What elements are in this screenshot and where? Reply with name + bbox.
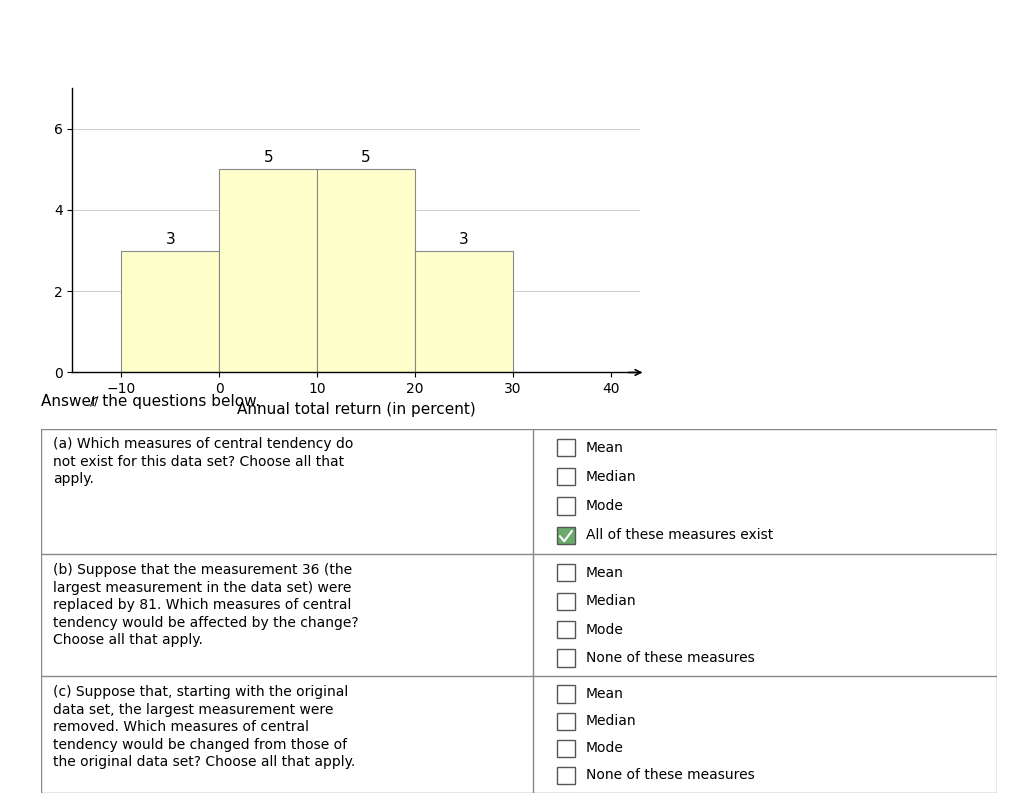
- Text: Median: Median: [586, 469, 636, 484]
- Text: data set, the largest measurement were: data set, the largest measurement were: [53, 702, 334, 717]
- Text: MAT 2100 Final Exam: MAT 2100 Final Exam: [39, 10, 198, 24]
- Text: tendency would be changed from those of: tendency would be changed from those of: [53, 738, 347, 751]
- Text: Mode: Mode: [586, 622, 624, 637]
- Text: Median: Median: [586, 594, 636, 608]
- Text: removed. Which measures of central: removed. Which measures of central: [53, 720, 309, 734]
- Bar: [558, 527, 574, 544]
- Bar: [219, 169, 317, 372]
- Text: largest measurement in the data set) were: largest measurement in the data set) wer…: [53, 581, 351, 594]
- Bar: [558, 468, 574, 485]
- Bar: [558, 767, 574, 784]
- Text: (c) Suppose that, starting with the original: (c) Suppose that, starting with the orig…: [53, 685, 348, 699]
- Bar: [558, 713, 574, 730]
- Bar: [121, 251, 219, 372]
- Text: None of these measures: None of these measures: [586, 651, 755, 665]
- Text: replaced by 81. Which measures of central: replaced by 81. Which measures of centra…: [53, 598, 351, 612]
- Text: (b) Suppose that the measurement 36 (the: (b) Suppose that the measurement 36 (the: [53, 563, 352, 577]
- Text: not exist for this data set? Choose all that: not exist for this data set? Choose all …: [53, 455, 344, 469]
- Text: the original data set? Choose all that apply.: the original data set? Choose all that a…: [53, 755, 355, 769]
- Text: Choose all that apply.: Choose all that apply.: [53, 633, 202, 647]
- Bar: [317, 169, 415, 372]
- Text: apply.: apply.: [53, 473, 94, 486]
- Bar: [558, 497, 574, 514]
- Text: All of these measures exist: All of these measures exist: [586, 529, 774, 542]
- Bar: [558, 739, 574, 757]
- Text: 3: 3: [165, 231, 176, 247]
- Text: 5: 5: [362, 151, 371, 165]
- Text: 5: 5: [263, 151, 273, 165]
- Bar: [558, 650, 574, 666]
- Text: tendency would be affected by the change?: tendency would be affected by the change…: [53, 615, 358, 630]
- Bar: [558, 686, 574, 702]
- Text: Mode: Mode: [586, 741, 624, 755]
- Text: Question 12 of 40 (1 point)  |  Question Attempt: 1 of 1: Question 12 of 40 (1 point) | Question A…: [39, 50, 406, 63]
- Text: //: //: [90, 395, 98, 408]
- Text: Median: Median: [586, 714, 636, 728]
- Text: Mean: Mean: [586, 687, 624, 701]
- Bar: [415, 251, 513, 372]
- Text: Mode: Mode: [586, 499, 624, 513]
- Bar: [558, 593, 574, 610]
- Bar: [558, 439, 574, 456]
- Bar: [558, 621, 574, 638]
- Bar: [558, 564, 574, 582]
- Text: None of these measures: None of these measures: [586, 768, 755, 783]
- Text: 3: 3: [460, 231, 469, 247]
- Text: Mean: Mean: [586, 566, 624, 580]
- Text: Answer the questions below.: Answer the questions below.: [41, 394, 260, 409]
- X-axis label: Annual total return (in percent): Annual total return (in percent): [237, 402, 476, 417]
- Text: Mean: Mean: [586, 441, 624, 454]
- Text: (a) Which measures of central tendency do: (a) Which measures of central tendency d…: [53, 437, 353, 451]
